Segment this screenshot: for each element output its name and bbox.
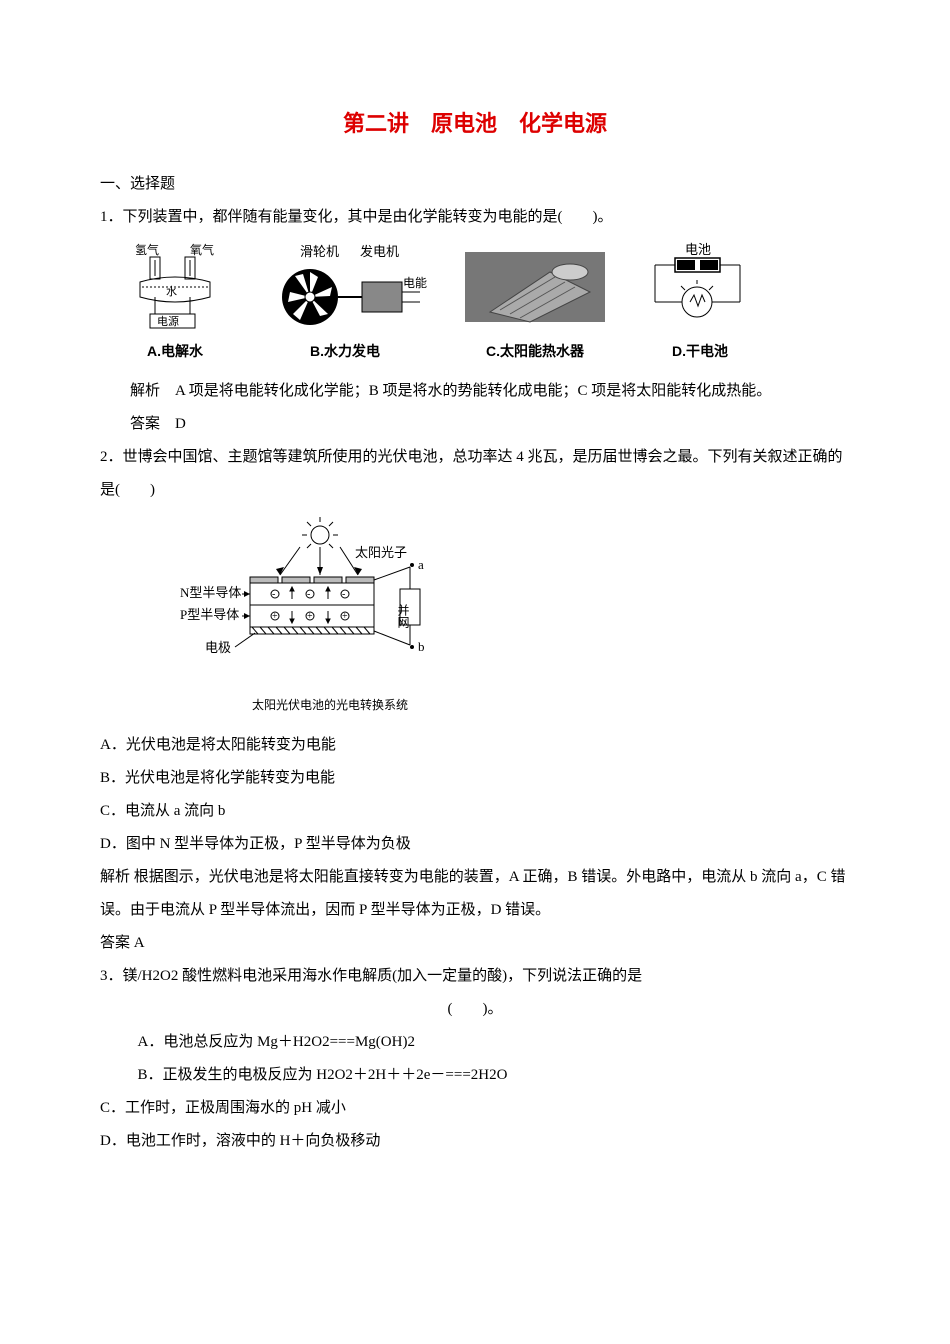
- svg-text:电源: 电源: [157, 314, 179, 328]
- svg-text:-: -: [342, 589, 345, 600]
- q3-option-c: C．工作时，正极周围海水的 pH 减小: [100, 1092, 850, 1125]
- photovoltaic-diagram: 太阳光子: [180, 517, 480, 677]
- expl-label: 解析: [130, 383, 160, 399]
- q3-paren: ( )。: [100, 993, 850, 1026]
- svg-text:太阳光子: 太阳光子: [355, 545, 407, 560]
- svg-text:+: +: [272, 611, 278, 622]
- page-title: 第二讲 原电池 化学电源: [100, 100, 850, 148]
- q2-option-a: A．光伏电池是将太阳能转变为电能: [100, 729, 850, 762]
- q2-explanation: 解析 根据图示，光伏电池是将太阳能直接转变为电能的装置，A 正确，B 错误。外电…: [100, 861, 850, 927]
- svg-text:N型半导体: N型半导体: [180, 585, 241, 600]
- svg-text:并网: 并网: [396, 604, 410, 628]
- q2-answer: 答案 A: [100, 927, 850, 960]
- expl-label: 解析: [100, 869, 130, 885]
- q2-option-c: C．电流从 a 流向 b: [100, 795, 850, 828]
- dry-cell-diagram: 电池: [640, 242, 760, 332]
- svg-text:水: 水: [166, 285, 177, 298]
- ans-value: D: [175, 416, 186, 432]
- q1-diagram-b: 滑轮机 发电机 电能 B.水力发电: [260, 242, 430, 367]
- svg-text:a: a: [418, 557, 424, 572]
- q1-caption-b: B.水力发电: [260, 336, 430, 367]
- q1-caption-a: A.电解水: [120, 336, 230, 367]
- ans-label: 答案: [130, 416, 160, 432]
- svg-text:滑轮机: 滑轮机: [300, 244, 339, 259]
- q3-stem: 3．镁/H2O2 酸性燃料电池采用海水作电解质(加入一定量的酸)，下列说法正确的…: [100, 960, 850, 993]
- svg-text:+: +: [342, 611, 348, 622]
- svg-text:电池: 电池: [685, 242, 711, 257]
- q1-diagram-d: 电池 D.干电池: [640, 242, 760, 367]
- q1-stem: 1．下列装置中，都伴随有能量变化，其中是由化学能转变为电能的是( )。: [100, 201, 850, 234]
- svg-text:P型半导体: P型半导体: [180, 607, 239, 622]
- svg-text:-: -: [272, 589, 275, 600]
- q1-caption-d: D.干电池: [640, 336, 760, 367]
- q3-option-b: B．正极发生的电极反应为 H2O2＋2H＋＋2e－===2H2O: [138, 1059, 851, 1092]
- q1-diagram-c: C.太阳能热水器: [460, 242, 610, 367]
- svg-text:b: b: [418, 639, 425, 654]
- electrolysis-diagram: 氢气 氧气 水 电源: [120, 242, 230, 332]
- q2-option-d: D．图中 N 型半导体为正极，P 型半导体为负极: [100, 828, 850, 861]
- svg-text:-: -: [307, 589, 310, 600]
- q1-diagrams: 氢气 氧气 水 电源 A.电解水 滑轮机 发电机: [120, 242, 850, 367]
- q3-option-d: D．电池工作时，溶液中的 H＋向负极移动: [100, 1125, 850, 1158]
- q3-option-a: A．电池总反应为 Mg＋H2O2===Mg(OH)2: [138, 1026, 851, 1059]
- q1-explanation: 解析 A 项是将电能转化成化学能；B 项是将水的势能转化成电能；C 项是将太阳能…: [100, 375, 850, 408]
- svg-text:电极: 电极: [205, 640, 231, 655]
- q1-diagram-a: 氢气 氧气 水 电源 A.电解水: [120, 242, 230, 367]
- expl-text: A 项是将电能转化成化学能；B 项是将水的势能转化成电能；C 项是将太阳能转化成…: [175, 383, 771, 399]
- q2-stem: 2．世博会中国馆、主题馆等建筑所使用的光伏电池，总功率达 4 兆瓦，是历届世博会…: [100, 441, 850, 507]
- q1-caption-c: C.太阳能热水器: [460, 336, 610, 367]
- svg-text:氧气: 氧气: [190, 242, 214, 257]
- solar-heater-diagram: [460, 242, 610, 332]
- svg-text:氢气: 氢气: [135, 242, 159, 257]
- svg-text:发电机: 发电机: [360, 244, 399, 259]
- q1-answer: 答案 D: [100, 408, 850, 441]
- svg-text:电能: 电能: [403, 276, 427, 290]
- q2-diagram: 太阳光子: [180, 517, 480, 718]
- ans-value: A: [134, 935, 145, 951]
- section-heading: 一、选择题: [100, 168, 850, 201]
- hydro-diagram: 滑轮机 发电机 电能: [260, 242, 430, 332]
- q2-diagram-caption: 太阳光伏电池的光电转换系统: [180, 692, 480, 718]
- q2-option-b: B．光伏电池是将化学能转变为电能: [100, 762, 850, 795]
- svg-text:+: +: [307, 611, 313, 622]
- ans-label: 答案: [100, 935, 130, 951]
- expl-text: 根据图示，光伏电池是将太阳能直接转变为电能的装置，A 正确，B 错误。外电路中，…: [100, 869, 845, 918]
